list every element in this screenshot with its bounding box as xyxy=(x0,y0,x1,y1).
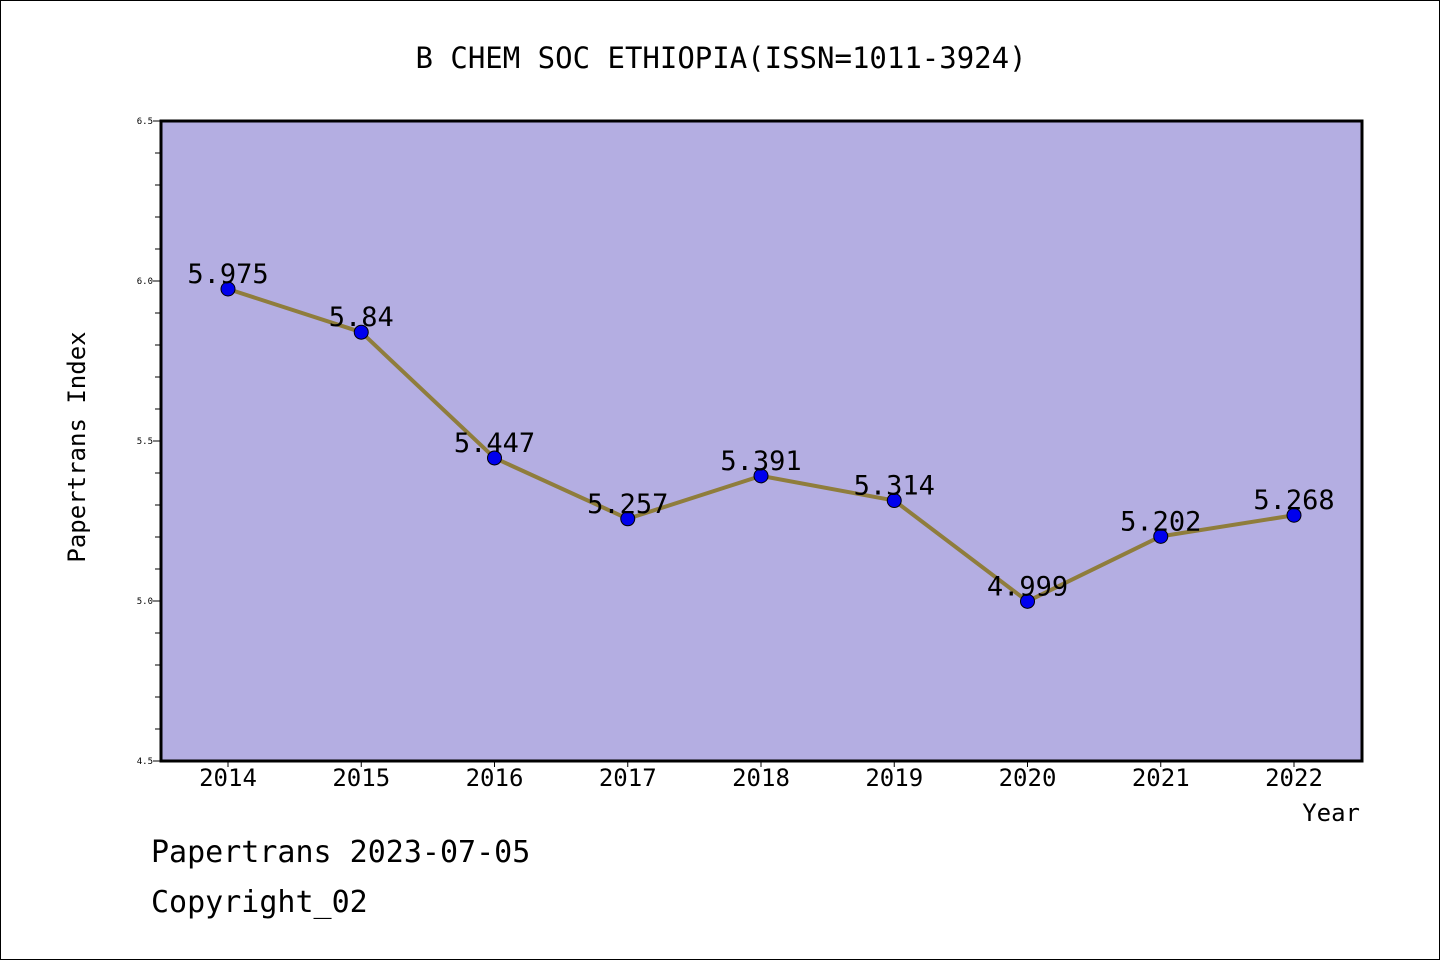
x-tick-label: 2016 xyxy=(466,764,524,792)
chart-title: B CHEM SOC ETHIOPIA(ISSN=1011-3924) xyxy=(415,41,1026,75)
data-label: 5.202 xyxy=(1120,506,1201,537)
x-tick-label: 2020 xyxy=(999,764,1057,792)
x-tick-label: 2014 xyxy=(199,764,257,792)
data-point-marker xyxy=(353,324,369,340)
y-tick-label: 5.5 xyxy=(137,437,153,447)
y-tick-label: 4.5 xyxy=(137,757,153,767)
data-label: 5.447 xyxy=(454,428,535,459)
x-tick-label: 2018 xyxy=(732,764,790,792)
y-tick-label: 5.0 xyxy=(137,597,153,607)
data-label: 5.257 xyxy=(587,489,668,520)
x-tick-label: 2021 xyxy=(1132,764,1190,792)
data-point-marker xyxy=(620,511,636,527)
y-axis: 4.5 5.0 5.5 6.0 6.5 xyxy=(137,117,161,767)
data-point-marker xyxy=(220,281,236,297)
data-point-marker xyxy=(1153,528,1169,544)
x-tick-label: 2022 xyxy=(1265,764,1323,792)
plot-area xyxy=(159,119,1364,763)
y-tick-label: 6.0 xyxy=(137,277,153,287)
y-axis-title: Papertrans Index xyxy=(63,331,91,562)
y-tick-label: 6.5 xyxy=(137,117,153,127)
data-point-marker xyxy=(1020,593,1035,609)
data-label: 4.999 xyxy=(987,571,1068,602)
data-label: 5.84 xyxy=(329,302,394,333)
x-tick-label: 2019 xyxy=(865,764,923,792)
x-axis-title: Year xyxy=(1302,799,1360,827)
x-axis: 2014 2015 2016 2017 2018 2019 2020 2021 2022 xyxy=(199,761,1323,792)
data-label: 5.391 xyxy=(720,446,801,477)
footer-copyright-text: Copyright_02 xyxy=(151,885,368,920)
x-tick-label: 2017 xyxy=(599,764,657,792)
series-layer: 5.975 5.84 5.447 5.257 5.391 5.314 4.999 5.202 5… xyxy=(187,259,1335,609)
data-label: 5.314 xyxy=(854,471,935,502)
data-point-marker xyxy=(487,450,502,466)
data-label: 5.975 xyxy=(187,259,268,290)
footer-date-text: Papertrans 2023-07-05 xyxy=(151,835,531,870)
data-point-marker xyxy=(1286,507,1302,523)
data-point-marker xyxy=(753,468,769,484)
x-tick-label: 2015 xyxy=(332,764,390,792)
data-label: 5.268 xyxy=(1253,485,1334,516)
data-point-marker xyxy=(886,493,902,509)
